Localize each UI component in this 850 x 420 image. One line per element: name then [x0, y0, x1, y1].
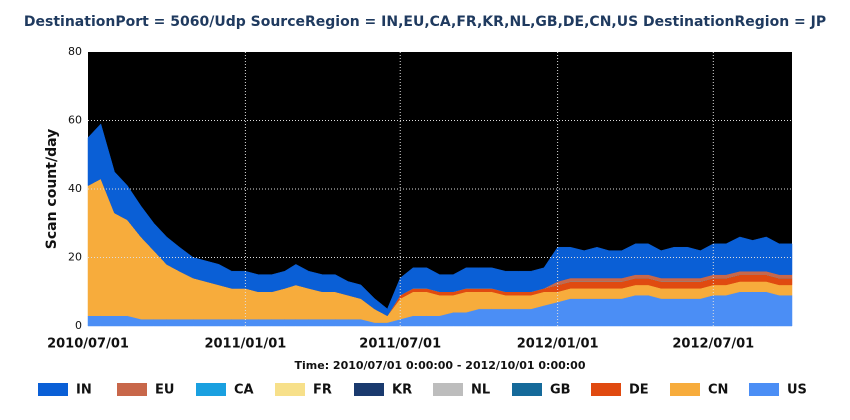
y-tick-label: 40 [68, 182, 82, 195]
legend-label: US [787, 383, 807, 398]
y-tick-label: 20 [68, 251, 82, 264]
legend-swatch [117, 383, 147, 396]
x-tick-label: 2012/01/01 [517, 337, 599, 352]
y-axis-label: Scan count/day [44, 129, 60, 250]
legend-swatch [591, 383, 621, 396]
area [87, 123, 793, 317]
x-tick-label: 2012/07/01 [672, 337, 754, 352]
legend-label: FR [313, 383, 332, 398]
legend-swatch [512, 383, 542, 396]
legend-swatch [275, 383, 305, 396]
legend-swatch [196, 383, 226, 396]
legend-label: KR [392, 383, 412, 398]
legend-label: GB [550, 383, 571, 398]
legend-label: NL [471, 383, 490, 398]
legend-swatch [354, 383, 384, 396]
legend-label: CN [708, 383, 728, 398]
legend-label: EU [155, 383, 174, 398]
x-axis-label: Time: 2010/07/01 0:00:00 - 2012/10/01 0:… [295, 359, 586, 372]
legend-label: DE [629, 383, 649, 398]
y-tick-label: 80 [68, 45, 82, 58]
x-tick-label: 2010/07/01 [47, 337, 129, 352]
legend-swatch [38, 383, 68, 396]
chart-title: DestinationPort = 5060/Udp SourceRegion … [24, 14, 826, 30]
y-tick-label: 60 [68, 114, 82, 127]
legend-swatch [670, 383, 700, 396]
y-tick-label: 0 [75, 319, 82, 332]
legend-label: IN [76, 383, 92, 398]
legend-swatch [749, 383, 779, 396]
legend-swatch [433, 383, 463, 396]
x-tick-label: 2011/01/01 [204, 337, 286, 352]
legend-label: CA [234, 383, 254, 398]
x-tick-label: 2011/07/01 [359, 337, 441, 352]
